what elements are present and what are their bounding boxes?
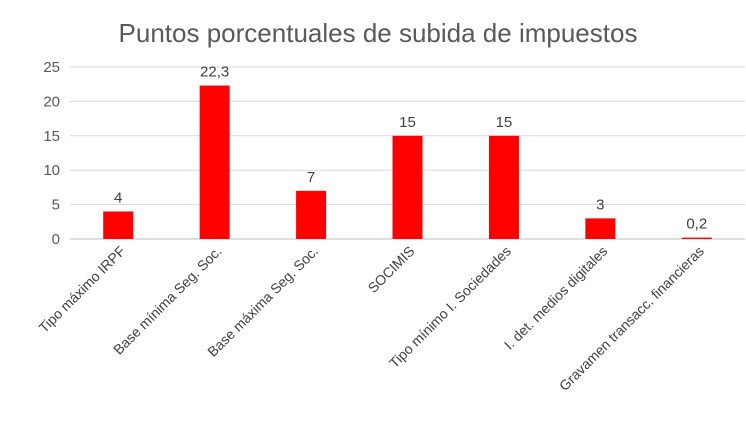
data-label: 15 bbox=[399, 114, 416, 131]
x-tick-label: I. det. medios digitales bbox=[501, 243, 611, 353]
chart-title: Puntos porcentuales de subida de impuest… bbox=[119, 18, 638, 48]
x-tick-label: Base mínima Seg. Soc. bbox=[110, 243, 225, 358]
y-axis-ticks: 0 5 10 15 20 25 bbox=[43, 59, 60, 248]
y-tick-label: 10 bbox=[43, 162, 60, 179]
y-tick-label: 20 bbox=[43, 93, 60, 110]
data-label: 7 bbox=[307, 169, 315, 186]
data-label: 22,3 bbox=[200, 64, 229, 81]
bar bbox=[296, 190, 327, 239]
data-labels: 4 22,3 7 15 15 3 0,2 bbox=[114, 64, 707, 233]
x-tick-label: SOCIMIS bbox=[364, 243, 417, 296]
bar bbox=[488, 135, 519, 239]
y-tick-label: 5 bbox=[52, 197, 60, 214]
bar bbox=[681, 237, 712, 239]
bar bbox=[585, 218, 616, 239]
data-label: 15 bbox=[496, 114, 513, 131]
x-tick-label: Base máxima Seg. Soc. bbox=[204, 243, 321, 360]
x-tick-label: Tipo máximo IRPF bbox=[35, 243, 128, 336]
y-tick-label: 0 bbox=[52, 231, 60, 248]
data-label: 4 bbox=[114, 189, 122, 206]
bar bbox=[103, 211, 134, 239]
data-label: 0,2 bbox=[686, 216, 707, 233]
bar bbox=[199, 85, 230, 240]
y-tick-label: 25 bbox=[43, 59, 60, 76]
bar bbox=[392, 135, 423, 239]
bars bbox=[103, 85, 712, 240]
y-tick-label: 15 bbox=[43, 128, 60, 145]
data-label: 3 bbox=[596, 196, 604, 213]
